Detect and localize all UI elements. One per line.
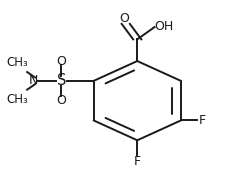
Text: O: O: [120, 13, 129, 25]
Text: N: N: [29, 74, 39, 87]
Text: CH₃: CH₃: [6, 93, 28, 106]
Text: CH₃: CH₃: [6, 56, 28, 69]
Text: O: O: [56, 94, 66, 107]
Text: F: F: [134, 154, 141, 168]
Text: F: F: [199, 114, 206, 127]
Text: OH: OH: [154, 20, 173, 33]
Text: S: S: [57, 73, 66, 88]
Text: O: O: [56, 55, 66, 68]
